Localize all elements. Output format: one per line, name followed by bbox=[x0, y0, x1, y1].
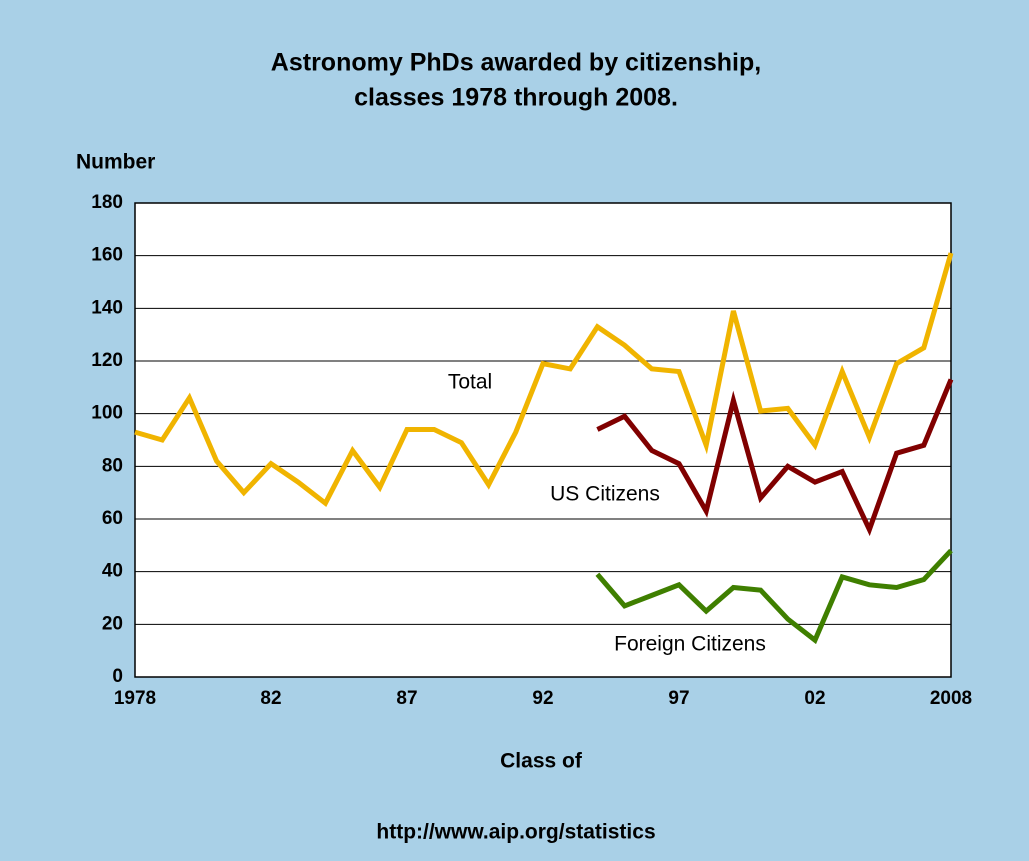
y-tick-label: 60 bbox=[102, 508, 123, 529]
x-axis-label: Class of bbox=[500, 750, 583, 773]
y-tick-label: 40 bbox=[102, 561, 123, 582]
series-label: US Citizens bbox=[550, 483, 660, 506]
y-tick-label: 20 bbox=[102, 613, 123, 634]
y-tick-label: 0 bbox=[112, 666, 123, 687]
x-tick-label: 92 bbox=[532, 688, 553, 709]
x-tick-label: 2008 bbox=[930, 688, 972, 709]
chart-title: Astronomy PhDs awarded by citizenship, bbox=[271, 49, 761, 77]
x-tick-label: 87 bbox=[396, 688, 417, 709]
source: http://www.aip.org/statistics bbox=[376, 821, 655, 844]
line-series bbox=[134, 252, 954, 508]
y-tick-label: 80 bbox=[102, 455, 123, 476]
x-tick-label: 02 bbox=[804, 688, 825, 709]
series-label: Total bbox=[448, 371, 492, 394]
y-tick-label: 140 bbox=[91, 297, 123, 318]
y-tick-label: 120 bbox=[91, 350, 123, 371]
series-label: Foreign Citizens bbox=[614, 633, 766, 656]
line-series bbox=[595, 548, 953, 645]
line-series bbox=[596, 378, 954, 537]
x-tick-label: 82 bbox=[260, 688, 281, 709]
y-axis-label: Number bbox=[76, 151, 155, 174]
y-tick-label: 180 bbox=[91, 192, 123, 213]
x-tick-label: 1978 bbox=[114, 688, 156, 709]
plot-border bbox=[134, 202, 952, 678]
chart-title: classes 1978 through 2008. bbox=[354, 84, 678, 112]
y-tick-label: 100 bbox=[91, 403, 123, 424]
x-tick-label: 97 bbox=[668, 688, 689, 709]
y-tick-label: 160 bbox=[91, 245, 123, 266]
